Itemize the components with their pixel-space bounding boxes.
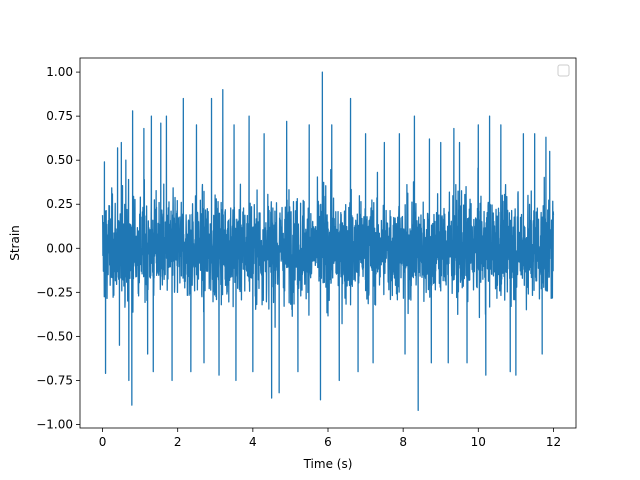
y-tick-label: 0.00: [46, 241, 73, 255]
legend-box: [557, 64, 570, 77]
y-tick-label: 0.75: [46, 109, 73, 123]
x-tick-label: 0: [99, 435, 107, 449]
x-axis-title: Time (s): [303, 457, 353, 471]
y-axis-title: Strain: [8, 225, 22, 261]
x-tick-label: 8: [399, 435, 407, 449]
x-tick-label: 10: [471, 435, 486, 449]
y-axis-ticks: −1.00 −0.75 −0.50 −0.25 0.00 0.25 0.50 0.75 1.00: [36, 65, 80, 431]
y-tick-label: −0.75: [36, 373, 73, 387]
x-tick-label: 6: [324, 435, 332, 449]
plot-area: [101, 71, 555, 412]
strain-series-line: [101, 71, 555, 412]
x-axis-ticks: 0 2 4 6 8 10 12: [99, 428, 561, 449]
x-tick-label: 12: [546, 435, 561, 449]
x-tick-label: 2: [174, 435, 182, 449]
y-tick-label: −0.50: [36, 329, 73, 343]
x-tick-label: 4: [249, 435, 257, 449]
y-tick-label: 1.00: [46, 65, 73, 79]
y-tick-label: −1.00: [36, 417, 73, 431]
y-tick-label: −0.25: [36, 285, 73, 299]
y-tick-label: 0.50: [46, 153, 73, 167]
y-tick-label: 0.25: [46, 197, 73, 211]
